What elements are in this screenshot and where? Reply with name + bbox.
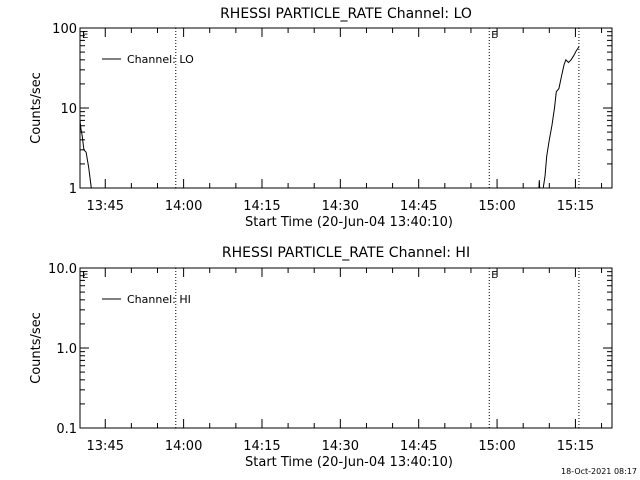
x-tick-label: 14:00: [165, 199, 202, 214]
chart-title: RHESSI PARTICLE_RATE Channel: LO: [220, 6, 472, 22]
x-tick-label: 14:45: [400, 439, 437, 454]
event-marker-label: E: [491, 30, 497, 41]
footer-timestamp: 18-Oct-2021 08:17: [561, 467, 637, 476]
legend-label: Channel: HI: [127, 293, 191, 306]
chart-title: RHESSI PARTICLE_RATE Channel: HI: [222, 245, 470, 261]
y-axis-label: Counts/sec: [29, 72, 44, 144]
x-axis-label: Start Time (20-Jun-04 13:40:10): [245, 455, 453, 470]
x-axis-label: Start Time (20-Jun-04 13:40:10): [245, 215, 453, 230]
legend-label: Channel: LO: [127, 53, 194, 66]
series-line: [542, 46, 580, 189]
x-tick-label: 15:00: [478, 439, 515, 454]
event-marker-label: E: [82, 270, 88, 281]
y-tick-label: 1: [69, 182, 77, 197]
x-tick-label: 13:45: [87, 199, 124, 214]
x-tick-label: 14:15: [243, 439, 280, 454]
plot-frame: [79, 27, 613, 189]
event-marker-label: E: [82, 30, 88, 41]
x-tick-label: 14:30: [322, 199, 359, 214]
y-tick-label: 0.1: [56, 422, 77, 437]
event-marker-label: E: [491, 270, 497, 281]
chart-panel-1: RHESSI PARTICLE_RATE Channel: HI 0.1 1.0 10…: [29, 245, 613, 470]
series-line: [538, 180, 541, 189]
x-tick-label: 13:45: [87, 439, 124, 454]
x-tick-label: 15:15: [557, 199, 594, 214]
plot-frame: [79, 267, 613, 429]
y-tick-label: 10.0: [48, 262, 77, 277]
x-tick-label: 14:00: [165, 439, 202, 454]
chart-panel-0: RHESSI PARTICLE_RATE Channel: LO 1 10 100 13…: [29, 6, 613, 230]
y-tick-label: 100: [52, 22, 77, 37]
x-tick-label: 15:00: [478, 199, 515, 214]
y-tick-label: 1.0: [56, 342, 77, 357]
x-tick-label: 14:30: [322, 439, 359, 454]
x-tick-label: 15:15: [557, 439, 594, 454]
series-line: [79, 120, 92, 189]
x-tick-label: 14:45: [400, 199, 437, 214]
x-tick-label: 14:15: [243, 199, 280, 214]
y-axis-label: Counts/sec: [29, 312, 44, 384]
y-tick-label: 10: [60, 102, 77, 117]
